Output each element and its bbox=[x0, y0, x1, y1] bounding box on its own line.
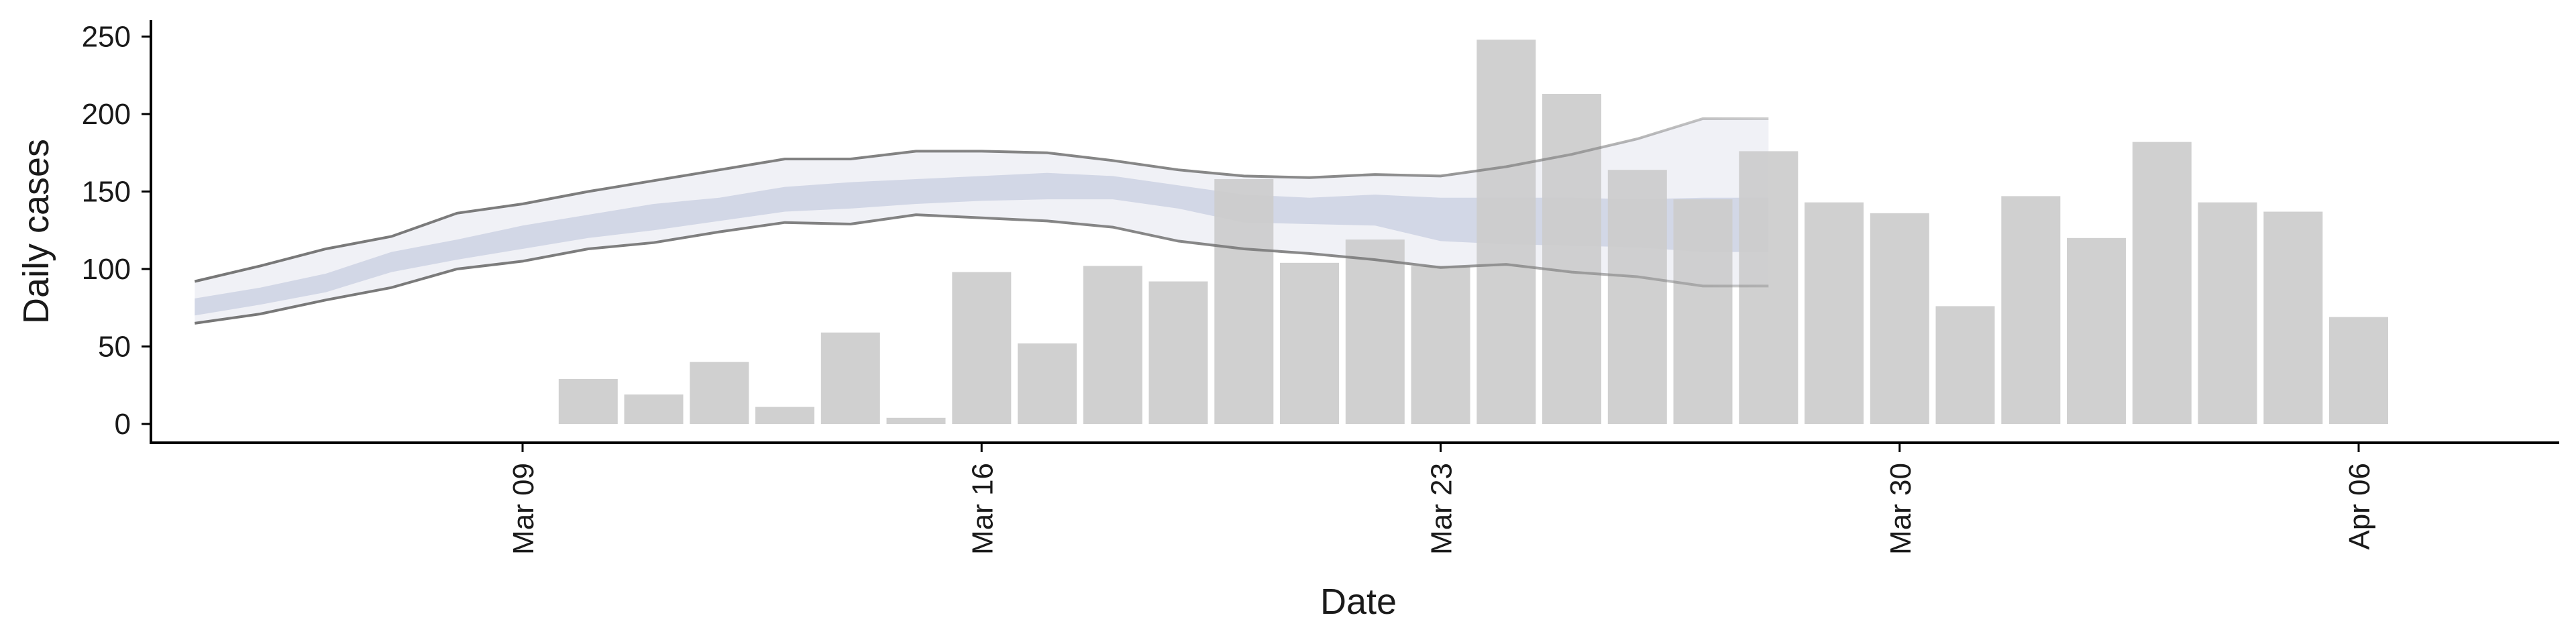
bar bbox=[886, 417, 946, 424]
bar bbox=[1148, 281, 1208, 424]
x-axis-title: Date bbox=[1320, 582, 1397, 622]
bound-lines-layer bbox=[194, 117, 1769, 325]
bar bbox=[1345, 239, 1405, 424]
bar bbox=[1280, 262, 1339, 424]
y-tick-label: 0 bbox=[115, 408, 131, 441]
bar bbox=[1214, 179, 1274, 424]
y-axis-title: Daily cases bbox=[16, 139, 56, 324]
bar bbox=[558, 379, 618, 424]
bar bbox=[2001, 196, 2061, 424]
x-tick-label: Mar 23 bbox=[1426, 463, 1458, 555]
bar bbox=[1673, 199, 1733, 424]
bars-layer bbox=[558, 40, 2388, 425]
y-tick-label: 250 bbox=[82, 21, 131, 54]
bar bbox=[1083, 266, 1142, 424]
y-ticks: 0 50 100 150 200 250 bbox=[82, 21, 151, 441]
bar bbox=[1935, 306, 1995, 424]
bar bbox=[2132, 142, 2192, 424]
bar bbox=[624, 394, 684, 424]
bar bbox=[1542, 94, 1601, 424]
estimate-band-layer bbox=[195, 118, 1769, 323]
x-tick-label: Apr 06 bbox=[2343, 463, 2376, 550]
y-tick-label: 200 bbox=[82, 98, 131, 131]
bar bbox=[1411, 266, 1470, 424]
bar bbox=[2198, 202, 2257, 424]
x-ticks: Mar 09 Mar 16 Mar 23 Mar 30 Apr 06 bbox=[507, 443, 2376, 555]
bar bbox=[952, 272, 1012, 424]
bar bbox=[820, 332, 880, 424]
y-tick-label: 150 bbox=[82, 176, 131, 209]
bar bbox=[1739, 151, 1799, 424]
inner-estimate-band bbox=[195, 172, 1769, 316]
bar bbox=[2067, 237, 2126, 424]
bar bbox=[1805, 202, 1864, 424]
bar bbox=[755, 407, 814, 424]
lower-bound-line bbox=[195, 213, 1769, 325]
bar bbox=[1870, 213, 1929, 424]
x-tick-label: Mar 16 bbox=[966, 463, 999, 555]
bar bbox=[1607, 170, 1667, 424]
y-tick-label: 100 bbox=[82, 253, 131, 286]
bar bbox=[1018, 343, 1077, 424]
upper-bound-line bbox=[194, 117, 1769, 283]
bar bbox=[2329, 317, 2388, 424]
x-tick-label: Mar 30 bbox=[1884, 463, 1917, 555]
y-tick-label: 50 bbox=[98, 331, 131, 364]
bar bbox=[1477, 40, 1536, 425]
axes-layer bbox=[150, 20, 2559, 444]
x-tick-label: Mar 09 bbox=[507, 463, 540, 555]
bar bbox=[2263, 211, 2323, 424]
bar bbox=[690, 362, 749, 424]
